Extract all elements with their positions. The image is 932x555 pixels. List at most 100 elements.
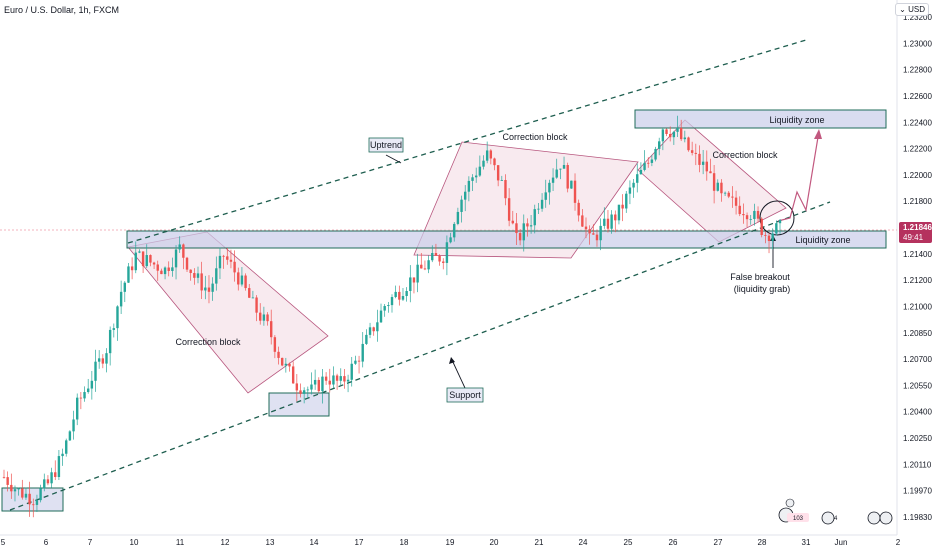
candle-body bbox=[332, 375, 335, 385]
candle-body bbox=[577, 202, 580, 216]
candle-body bbox=[32, 504, 35, 506]
candle-body bbox=[211, 283, 214, 292]
price-tick-label: 1.20110 bbox=[903, 460, 932, 469]
candle-body bbox=[478, 166, 482, 176]
candle-body bbox=[346, 379, 350, 382]
event-badge-icon-2[interactable] bbox=[785, 498, 795, 508]
candle-body bbox=[350, 363, 353, 380]
symbol-title[interactable]: Euro / U.S. Dollar, 1h, FXCM bbox=[4, 5, 120, 15]
price-tick-label: 1.22200 bbox=[903, 145, 932, 154]
candle-body bbox=[273, 337, 277, 352]
price-tick-label: 1.21200 bbox=[903, 276, 932, 285]
candle-body bbox=[229, 259, 233, 262]
correction-block-label-1: Correction block bbox=[175, 337, 241, 347]
candle-body bbox=[255, 297, 258, 313]
time-tick-label: 5 bbox=[1, 538, 6, 547]
candle-body bbox=[288, 363, 291, 367]
candle-body bbox=[731, 196, 734, 198]
candle-body bbox=[709, 171, 712, 174]
event-badge-count-1: 103 bbox=[793, 516, 804, 522]
candle-body bbox=[105, 353, 108, 364]
candle-body bbox=[628, 187, 632, 194]
channel-support-line[interactable] bbox=[9, 201, 831, 511]
correction-block-3[interactable] bbox=[637, 119, 787, 243]
candle-body bbox=[266, 314, 269, 322]
event-badges[interactable]: 103 4 bbox=[778, 498, 893, 525]
candle-body bbox=[218, 255, 222, 269]
candle-body bbox=[204, 287, 207, 291]
event-badge-count-2: 4 bbox=[834, 516, 838, 522]
candle-body bbox=[537, 208, 540, 210]
candle-body bbox=[511, 220, 514, 224]
candle-body bbox=[361, 343, 364, 362]
candle-body bbox=[588, 229, 591, 234]
candle-body bbox=[749, 218, 752, 220]
candle-body bbox=[767, 235, 771, 241]
support-label: Support bbox=[449, 390, 481, 400]
correction-block-2[interactable] bbox=[413, 141, 639, 259]
candle-body bbox=[171, 267, 174, 271]
time-axis[interactable]: 5 6 7 10 11 12 13 14 17 18 19 20 21 24 25 26 27 28 31 Jun 2 bbox=[1, 538, 901, 547]
candle-body bbox=[559, 168, 562, 170]
candle-body bbox=[226, 256, 229, 260]
currency-button[interactable]: ⌄ USD bbox=[895, 3, 929, 16]
time-tick-label: 14 bbox=[310, 538, 319, 547]
candle-body bbox=[291, 366, 295, 384]
event-badge-icon-4[interactable] bbox=[867, 511, 881, 525]
last-price-value: 1.21846 bbox=[903, 223, 932, 232]
time-tick-label: 18 bbox=[400, 538, 409, 547]
liquidity-zone-lower[interactable] bbox=[126, 230, 887, 249]
candle-body bbox=[471, 177, 474, 181]
candle-body bbox=[427, 260, 430, 270]
candle-body bbox=[240, 275, 244, 285]
correction-block-1[interactable] bbox=[127, 231, 329, 394]
candle-body bbox=[39, 488, 42, 501]
candle-body bbox=[86, 388, 90, 393]
candle-body bbox=[522, 223, 525, 241]
candle-body bbox=[244, 275, 247, 289]
candle-body bbox=[676, 127, 679, 132]
price-tick-label: 1.21800 bbox=[903, 197, 932, 206]
price-tick-label: 1.20850 bbox=[903, 329, 932, 338]
price-axis[interactable]: 1.23200 1.23000 1.22800 1.22600 1.22400 1.222… bbox=[903, 13, 932, 522]
candle-body bbox=[639, 169, 643, 175]
candle-body bbox=[453, 223, 456, 238]
candle-body bbox=[6, 477, 9, 485]
candle-body bbox=[445, 242, 449, 263]
candle-body bbox=[189, 269, 192, 274]
candle-body bbox=[284, 363, 288, 366]
candle-body bbox=[68, 431, 72, 441]
candle-body bbox=[409, 277, 412, 292]
time-tick-label: 26 bbox=[669, 538, 678, 547]
candle-series[interactable] bbox=[2, 115, 782, 518]
time-tick-label: 28 bbox=[758, 538, 767, 547]
candle-body bbox=[668, 134, 672, 138]
candle-body bbox=[603, 218, 606, 226]
candle-body bbox=[233, 261, 236, 273]
event-badge-icon-5[interactable] bbox=[879, 511, 893, 525]
time-tick-label: 27 bbox=[714, 538, 723, 547]
candle-body bbox=[551, 177, 555, 183]
candle-body bbox=[760, 218, 763, 235]
candle-body bbox=[412, 277, 416, 283]
time-tick-label: 13 bbox=[266, 538, 275, 547]
liquidity-box-mid[interactable] bbox=[268, 392, 330, 417]
liquidity-box-start[interactable] bbox=[1, 487, 64, 512]
candle-body bbox=[306, 389, 310, 391]
candle-body bbox=[237, 272, 240, 285]
candle-body bbox=[21, 488, 24, 498]
liquidity-zone-upper[interactable] bbox=[634, 109, 887, 129]
candle-body bbox=[185, 257, 189, 270]
candle-body bbox=[771, 233, 774, 241]
candle-body bbox=[387, 305, 390, 307]
event-badge-pill-1[interactable] bbox=[787, 513, 809, 522]
correction-block-label-3: Correction block bbox=[712, 150, 778, 160]
countdown-value: 49:41 bbox=[903, 233, 924, 242]
candle-body bbox=[141, 251, 145, 267]
channel-upper-line[interactable] bbox=[127, 39, 807, 244]
uptrend-label: Uptrend bbox=[370, 140, 402, 150]
candle-body bbox=[540, 199, 544, 209]
event-badge-icon-3[interactable] bbox=[821, 511, 835, 525]
